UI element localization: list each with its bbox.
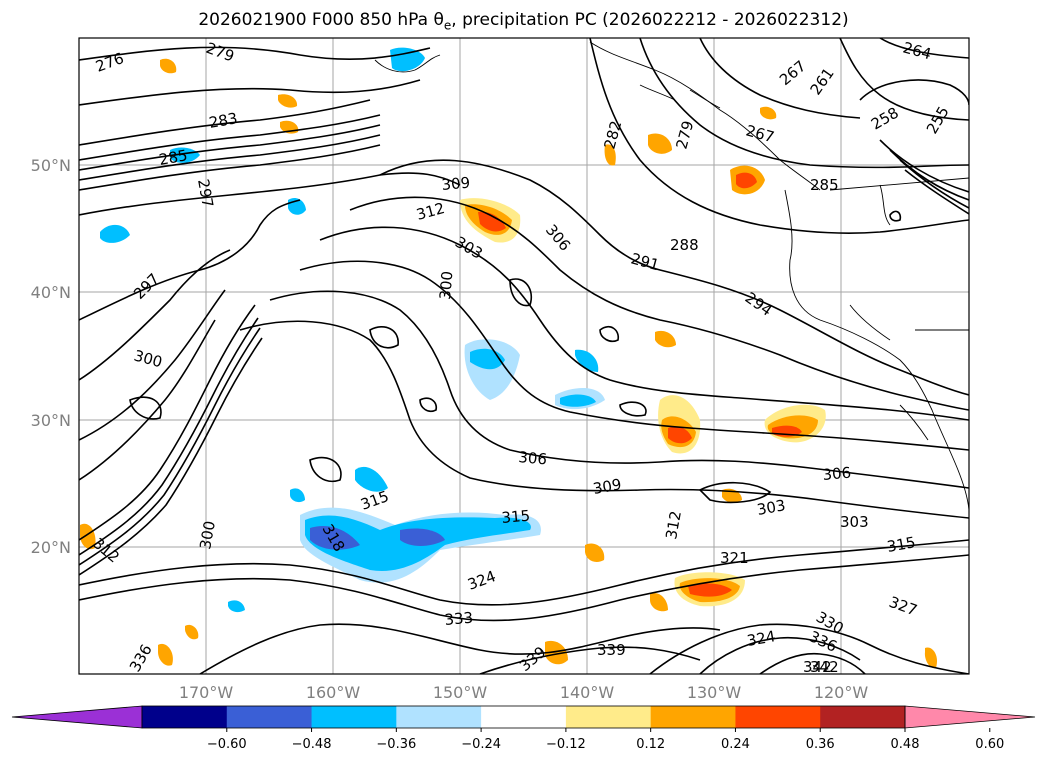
colorbar-tick-label: −0.48 xyxy=(292,737,332,752)
contour-label: 288 xyxy=(670,236,699,254)
contour-label: 315 xyxy=(886,533,917,556)
contour-label: 315 xyxy=(501,507,531,527)
contour-label: 303 xyxy=(840,513,869,531)
colorbar-segment xyxy=(650,706,736,728)
lon-label: 120°W xyxy=(814,683,869,702)
colorbar-outline xyxy=(141,705,906,729)
colorbar-tick-label: 0.24 xyxy=(721,737,750,752)
lon-label: 140°W xyxy=(560,683,615,702)
colorbar-segment xyxy=(311,706,397,728)
colorbar-extend-low xyxy=(11,705,143,729)
colorbar-segment xyxy=(735,706,821,728)
contour-label: 309 xyxy=(441,174,471,194)
longitude-labels: 170°W 160°W 150°W 140°W 130°W 120°W xyxy=(179,683,869,702)
colorbar-segment xyxy=(565,706,652,728)
contour-label: 339 xyxy=(597,641,626,659)
lon-label: 170°W xyxy=(179,683,234,702)
colorbar-tick-label: −0.12 xyxy=(546,737,586,752)
contour-label: 300 xyxy=(436,270,456,300)
colorbar-tick-label: −0.36 xyxy=(376,737,416,752)
colorbar-segment xyxy=(142,706,228,728)
colorbar-tick-label: −0.24 xyxy=(461,737,501,752)
contour-label: 312 xyxy=(662,509,685,540)
lat-label: 40°N xyxy=(31,283,71,302)
lat-label: 30°N xyxy=(31,411,71,430)
map-title: 2026021900 F000 850 hPa θe, precipitatio… xyxy=(198,10,849,33)
contour-label: 285 xyxy=(810,176,839,194)
lat-label: 20°N xyxy=(31,538,71,557)
lat-label: 50°N xyxy=(31,156,71,175)
coastlines xyxy=(374,41,969,511)
colorbar-tick-label: 0.12 xyxy=(636,737,665,752)
map-border xyxy=(78,37,970,675)
contour-label: 309 xyxy=(592,475,623,498)
colorbar-segment xyxy=(481,706,567,728)
contour-label: 303 xyxy=(756,496,787,519)
colorbar-extend-high xyxy=(904,705,1036,729)
map-panel xyxy=(79,38,969,674)
colorbar: −0.60 −0.48 −0.36 −0.24 −0.12 0.12 0.24 0.36 0.4… xyxy=(11,705,1036,752)
lon-label: 160°W xyxy=(306,683,361,702)
contour-label: 306 xyxy=(822,464,852,484)
colorbar-segment xyxy=(226,706,313,728)
lon-label: 150°W xyxy=(433,683,488,702)
colorbar-tick-label: 0.48 xyxy=(891,737,920,752)
colorbar-tick-label: 0.36 xyxy=(806,737,835,752)
contour-label: 300 xyxy=(196,519,219,550)
latitude-labels: 50°N 40°N 30°N 20°N xyxy=(31,156,71,557)
colorbar-segment xyxy=(820,706,906,728)
theta-e-contours xyxy=(79,38,969,674)
colorbar-tick-label: −0.60 xyxy=(207,737,247,752)
contour-labels: 276 279 264 267 261 255 258 283 285 297 … xyxy=(89,38,952,676)
contour-label: 321 xyxy=(720,549,749,567)
contour-label: 342 xyxy=(810,658,839,676)
contour-label: 324 xyxy=(746,627,777,650)
contour-label: 283 xyxy=(208,109,239,132)
colorbar-segment xyxy=(396,706,482,728)
contour-label: 342 xyxy=(803,658,832,676)
colorbar-tick-label: 0.60 xyxy=(975,737,1004,752)
contour-label: 297 xyxy=(194,178,217,209)
contour-label: 285 xyxy=(158,146,189,169)
precip-negative-shading xyxy=(100,47,605,613)
lon-label: 130°W xyxy=(687,683,742,702)
contour-label: 306 xyxy=(518,448,548,468)
contour-label: 333 xyxy=(444,609,474,629)
